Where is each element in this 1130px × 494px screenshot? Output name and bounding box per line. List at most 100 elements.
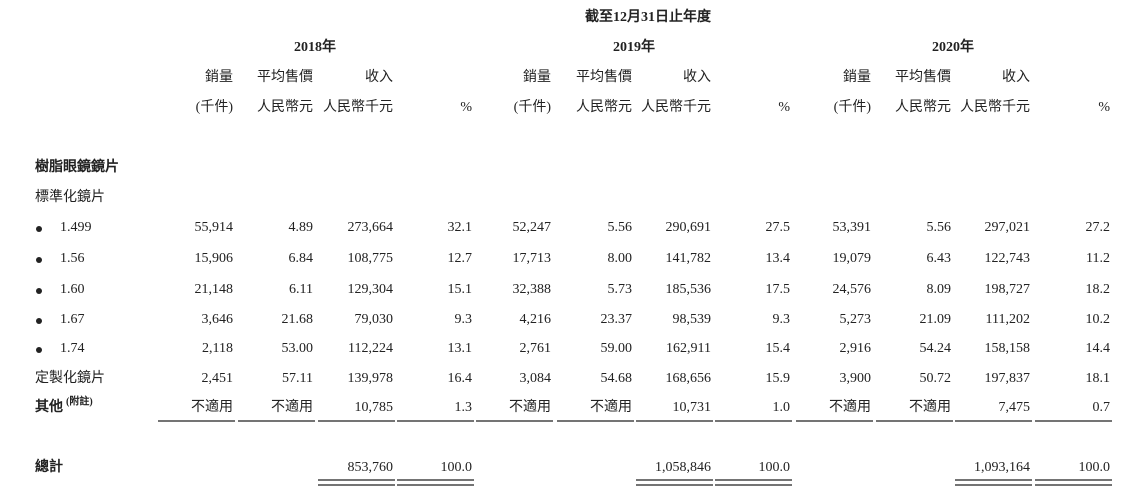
- cell: 2,118: [202, 341, 233, 356]
- bullet: [36, 257, 42, 263]
- row-label: 1.67: [60, 312, 85, 327]
- cell: 6.11: [289, 282, 313, 297]
- cell: 2,761: [520, 341, 552, 356]
- cell: 8.00: [608, 251, 633, 266]
- cell: 297,021: [985, 220, 1031, 235]
- cell: 185,536: [666, 282, 712, 297]
- cell: 21.68: [282, 312, 314, 327]
- year-header: 2020年: [932, 38, 974, 55]
- cell: 139,978: [348, 371, 394, 386]
- cell: 98,539: [673, 312, 712, 327]
- cell: 57.11: [282, 371, 313, 386]
- cell: 18.1: [1086, 371, 1111, 386]
- cell: 23.37: [601, 312, 633, 327]
- cell: 7,475: [999, 400, 1031, 415]
- column-unit: (千件): [196, 99, 234, 115]
- cell: 6.43: [927, 251, 952, 266]
- cell: 不適用: [590, 398, 632, 415]
- row-label: 其他: [35, 398, 63, 415]
- cell: 3,084: [520, 371, 552, 386]
- column-title: 平均售價: [576, 68, 632, 85]
- cell: 158,158: [985, 341, 1031, 356]
- cell: 32,388: [513, 282, 552, 297]
- cell: 13.1: [448, 341, 473, 356]
- cell: 129,304: [348, 282, 394, 297]
- column-unit: %: [1098, 100, 1110, 115]
- year-header: 2019年: [613, 38, 655, 55]
- column-unit: 人民幣千元: [641, 99, 711, 115]
- cell: 53.00: [282, 341, 314, 356]
- column-title: 平均售價: [895, 68, 951, 85]
- total-cell: 1,093,164: [974, 460, 1030, 475]
- bullet: [36, 226, 42, 232]
- cell: 17,713: [513, 251, 552, 266]
- cell: 2,916: [840, 341, 872, 356]
- cell: 122,743: [985, 251, 1031, 266]
- cell: 59.00: [601, 341, 633, 356]
- cell: 0.7: [1093, 400, 1111, 415]
- cell: 273,664: [348, 220, 394, 235]
- row-note: (附註): [66, 394, 93, 407]
- column-unit: (千件): [834, 99, 872, 115]
- column-title: 銷量: [205, 69, 233, 85]
- column-unit: (千件): [514, 99, 552, 115]
- row-label: 1.499: [60, 220, 92, 235]
- cell: 13.4: [766, 251, 791, 266]
- cell: 10,785: [355, 400, 394, 415]
- cell: 16.4: [448, 371, 473, 386]
- cell: 不適用: [829, 398, 871, 415]
- cell: 27.5: [766, 220, 791, 235]
- cell: 162,911: [666, 341, 711, 356]
- cell: 79,030: [355, 312, 394, 327]
- cell: 9.3: [773, 312, 791, 327]
- cell: 111,202: [986, 312, 1030, 327]
- year-header: 2018年: [294, 38, 336, 55]
- cell: 3,900: [840, 371, 872, 386]
- cell: 15.4: [766, 341, 791, 356]
- cell: 168,656: [666, 371, 712, 386]
- cell: 4,216: [520, 312, 552, 327]
- total-cell: 100.0: [441, 460, 473, 475]
- cell: 不適用: [509, 398, 551, 415]
- cell: 5.56: [927, 220, 952, 235]
- cell: 21.09: [920, 312, 952, 327]
- row-label: 定製化鏡片: [35, 370, 105, 386]
- cell: 14.4: [1086, 341, 1111, 356]
- total-cell: 1,058,846: [655, 460, 711, 475]
- cell: 不適用: [271, 398, 313, 415]
- cell: 10.2: [1086, 312, 1111, 327]
- bullet: [36, 288, 42, 294]
- total-cell: 100.0: [1079, 460, 1111, 475]
- cell: 54.68: [601, 371, 633, 386]
- cell: 17.5: [766, 282, 791, 297]
- cell: 52,247: [513, 220, 552, 235]
- cell: 1.3: [455, 400, 473, 415]
- row-label: 1.56: [60, 251, 85, 266]
- cell: 27.2: [1086, 220, 1111, 235]
- column-unit: %: [778, 100, 790, 115]
- cell: 3,646: [202, 312, 234, 327]
- cell: 2,451: [202, 371, 234, 386]
- cell: 11.2: [1086, 251, 1110, 266]
- cell: 15.9: [766, 371, 791, 386]
- total-cell: 853,760: [348, 460, 394, 475]
- subsection-label: 標準化鏡片: [35, 189, 105, 205]
- cell: 18.2: [1086, 282, 1111, 297]
- cell: 8.09: [927, 282, 952, 297]
- cell: 9.3: [455, 312, 473, 327]
- column-unit: %: [460, 100, 472, 115]
- bullet: [36, 347, 42, 353]
- total-cell: 100.0: [759, 460, 791, 475]
- cell: 108,775: [348, 251, 394, 266]
- cell: 10,731: [673, 400, 712, 415]
- row-label: 1.60: [60, 282, 85, 297]
- column-title: 收入: [365, 69, 393, 85]
- period-header: 截至12月31日止年度: [585, 8, 712, 25]
- cell: 不適用: [191, 398, 233, 415]
- cell: 290,691: [666, 220, 712, 235]
- cell: 197,837: [985, 371, 1031, 386]
- cell: 12.7: [448, 251, 473, 266]
- column-title: 銷量: [843, 69, 871, 85]
- total-label: 總計: [35, 458, 63, 475]
